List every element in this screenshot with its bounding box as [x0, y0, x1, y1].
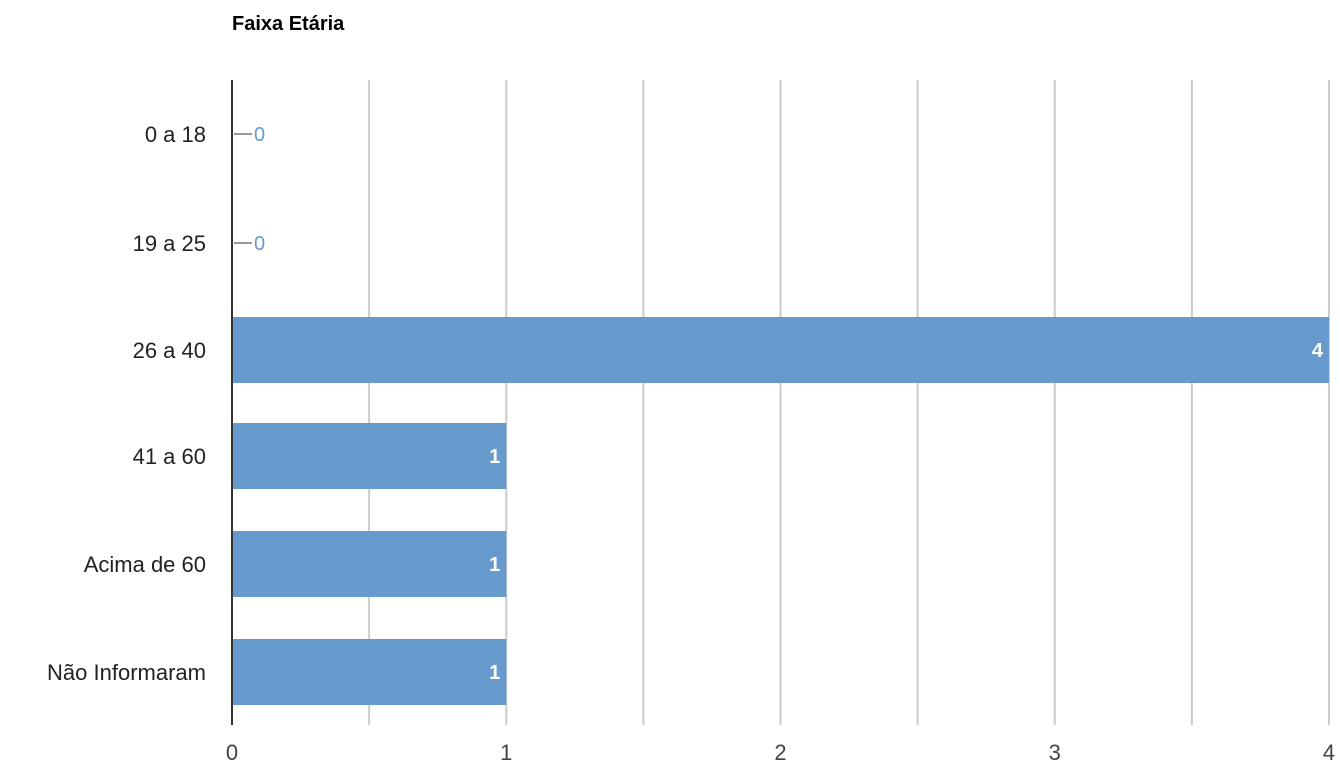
data-labels: 0 0 4 1 1 1: [234, 124, 1324, 684]
category-label: Acima de 60: [84, 552, 206, 577]
data-label: 1: [489, 446, 500, 468]
tick-label: 4: [1323, 740, 1335, 765]
category-label: 0 a 18: [145, 122, 206, 147]
tick-label: 1: [500, 740, 512, 765]
tick-labels: 0 1 2 3 4: [226, 740, 1335, 765]
chart-title: Faixa Etária: [232, 13, 345, 35]
bars: [232, 317, 1329, 705]
data-label: 1: [489, 554, 500, 576]
tick-label: 2: [774, 740, 786, 765]
data-label: 1: [489, 662, 500, 684]
bar: [232, 531, 507, 597]
bar: [232, 639, 507, 705]
gridlines: [368, 80, 1330, 725]
category-label: Não Informaram: [47, 660, 206, 685]
data-label: 0: [254, 124, 265, 146]
data-label: 0: [254, 233, 265, 255]
bar: [232, 423, 507, 489]
category-label: 26 a 40: [133, 338, 206, 363]
category-label: 41 a 60: [133, 444, 206, 469]
category-label: 19 a 25: [133, 231, 206, 256]
tick-label: 3: [1049, 740, 1061, 765]
data-label: 4: [1312, 340, 1324, 362]
category-labels: 0 a 18 19 a 25 26 a 40 41 a 60 Acima de 60 Nã…: [47, 122, 206, 685]
tick-label: 0: [226, 740, 238, 765]
bar: [232, 317, 1329, 383]
